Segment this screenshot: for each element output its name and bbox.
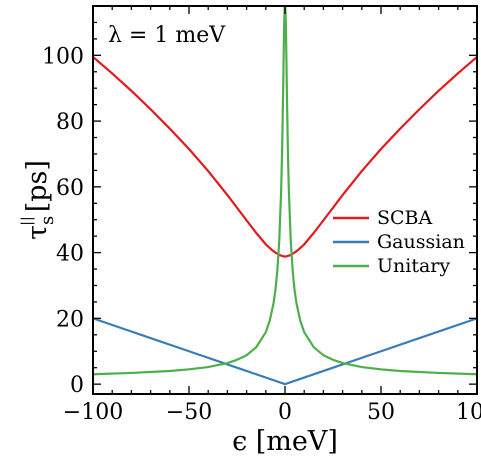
series-line-scba [93,55,477,258]
chart-annotation: λ = 1 meV [108,23,226,48]
legend-label: Gaussian [377,231,465,253]
legend-item-scba: SCBA [333,207,433,229]
y-axis-title-subscript: s [37,216,58,225]
x-tick-label: −50 [166,400,212,425]
legend-label: SCBA [377,207,433,229]
y-axis-title: τs|| [ps] [19,160,58,240]
legend-item-gaussian: Gaussian [333,231,465,253]
series-line-unitary [93,6,477,376]
x-tick-label: −100 [63,400,123,425]
y-axis-title-symbol: τ [22,225,53,240]
y-axis-title-superscript: || [19,216,35,225]
x-axis-title: ϵ [meV] [232,426,338,457]
x-tick-label: 50 [367,400,395,425]
legend-item-unitary: Unitary [333,255,450,277]
y-tick-label: 0 [70,373,84,398]
y-tick-label: 40 [56,242,84,267]
y-tick-label: 80 [56,110,84,135]
svg-text:τs||[ps]: τs|| [ps] [19,160,58,240]
y-tick-label: 20 [56,307,84,332]
y-tick-label: 100 [42,44,84,69]
legend-label: Unitary [377,255,450,277]
series-line-gaussian [93,317,477,386]
series-layer [93,6,477,386]
y-axis-title-unit: [ps] [22,160,53,212]
x-tick-label: 0 [278,400,292,425]
x-tick-label: 100 [456,400,481,425]
y-tick-label: 60 [56,176,84,201]
ticks-layer [92,6,478,394]
plot-frame [92,5,478,395]
tick-labels-layer: −100 −50 0 50 100 0 20 40 60 80 100 [42,44,481,425]
